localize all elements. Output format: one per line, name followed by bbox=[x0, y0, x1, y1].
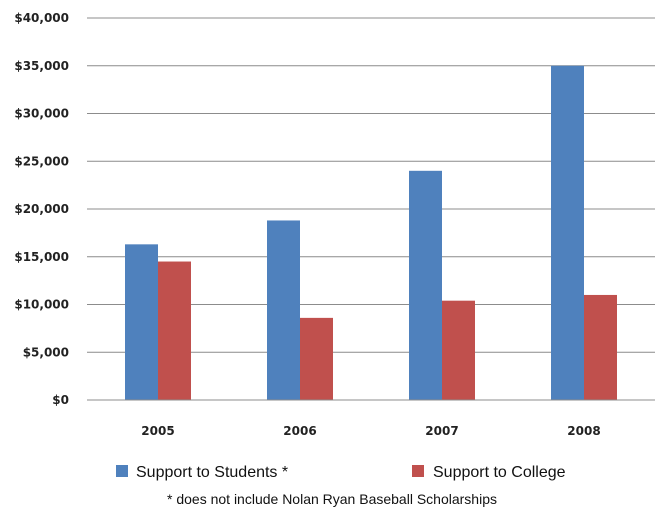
legend-swatch bbox=[116, 465, 128, 477]
chart-footnote: * does not include Nolan Ryan Baseball S… bbox=[167, 491, 497, 507]
bar-students-2006 bbox=[267, 220, 300, 400]
bar-college-2005 bbox=[158, 261, 191, 400]
y-tick-label: $5,000 bbox=[23, 345, 69, 359]
y-tick-label: $40,000 bbox=[14, 11, 69, 25]
bar-college-2008 bbox=[584, 294, 617, 400]
x-tick-label: 2007 bbox=[425, 424, 458, 438]
y-tick-label: $10,000 bbox=[14, 298, 69, 312]
y-axis-tick-labels: $0 $5,000 $10,000 $15,000 $20,000 $25,000 $30,… bbox=[14, 11, 69, 407]
x-tick-label: 2008 bbox=[567, 424, 600, 438]
legend-label: Support to College bbox=[433, 464, 566, 481]
x-tick-label: 2005 bbox=[141, 424, 174, 438]
y-tick-label: $15,000 bbox=[14, 250, 69, 264]
x-tick-label: 2006 bbox=[283, 424, 316, 438]
legend-label: Support to Students * bbox=[136, 464, 288, 481]
bars bbox=[125, 65, 617, 400]
y-tick-label: $20,000 bbox=[14, 202, 69, 216]
legend-swatch bbox=[412, 465, 424, 477]
y-tick-label: $0 bbox=[52, 393, 69, 407]
x-axis-category-labels: 2005 2006 2007 2008 bbox=[141, 424, 600, 438]
y-tick-label: $30,000 bbox=[14, 107, 69, 121]
bar-students-2008 bbox=[551, 65, 584, 400]
bar-college-2006 bbox=[300, 317, 333, 400]
bar-students-2007 bbox=[409, 170, 442, 400]
y-tick-label: $25,000 bbox=[14, 154, 69, 168]
bar-college-2007 bbox=[442, 300, 475, 400]
y-tick-label: $35,000 bbox=[14, 59, 69, 73]
legend: Support to Students * Support to College bbox=[116, 464, 566, 481]
bar-students-2005 bbox=[125, 244, 158, 400]
